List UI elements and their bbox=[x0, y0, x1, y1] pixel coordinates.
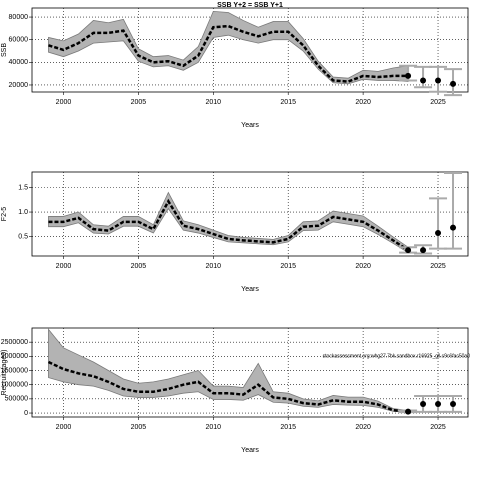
projection-point bbox=[435, 400, 442, 407]
y-tick-label: 40000 bbox=[9, 59, 29, 66]
x-axis-label: Years bbox=[241, 447, 259, 454]
y-tick-label: 500000 bbox=[5, 396, 28, 403]
y-tick-label: 1500000 bbox=[1, 367, 28, 374]
y-tick-label: 1000000 bbox=[1, 382, 28, 389]
y-tick-label: 0.5 bbox=[18, 233, 28, 240]
x-tick-label: 2025 bbox=[430, 424, 446, 431]
plot-frame bbox=[31, 7, 469, 93]
confidence-band bbox=[48, 10, 409, 85]
x-axis-label: Years bbox=[241, 122, 259, 129]
x-tick-label: 2015 bbox=[280, 263, 296, 270]
confidence-band bbox=[48, 191, 409, 254]
projection-point bbox=[420, 77, 427, 84]
x-tick-label: 2020 bbox=[355, 99, 371, 106]
confidence-band bbox=[48, 328, 409, 413]
x-tick-label: 2010 bbox=[206, 263, 222, 270]
projection-point bbox=[435, 77, 442, 84]
chart-title: SSB Y+2 = SSB Y+1 bbox=[217, 2, 283, 9]
projection-point bbox=[450, 400, 457, 407]
x-tick-label: 2025 bbox=[430, 99, 446, 106]
y-axis-label: SSB bbox=[1, 43, 8, 57]
y-tick-label: 1.5 bbox=[18, 184, 28, 191]
projection-point bbox=[420, 247, 427, 254]
projection-point bbox=[420, 400, 427, 407]
x-tick-label: 2015 bbox=[280, 424, 296, 431]
x-tick-label: 2000 bbox=[56, 424, 72, 431]
x-tick-label: 2025 bbox=[430, 263, 446, 270]
y-axis-label: F2-5 bbox=[1, 207, 8, 222]
y-tick-label: 2500000 bbox=[1, 339, 28, 346]
x-tick-label: 2010 bbox=[206, 99, 222, 106]
plot-frame bbox=[31, 171, 469, 257]
x-tick-label: 2005 bbox=[131, 424, 147, 431]
projection-point bbox=[405, 408, 412, 415]
x-tick-label: 2010 bbox=[206, 424, 222, 431]
y-axis-label: Recruits(age0) bbox=[1, 350, 8, 396]
x-tick-label: 2005 bbox=[131, 99, 147, 106]
projection-point bbox=[405, 72, 412, 79]
estimate-line bbox=[47, 360, 409, 413]
x-tick-label: 2020 bbox=[355, 424, 371, 431]
y-tick-label: 80000 bbox=[9, 14, 29, 21]
x-tick-label: 2020 bbox=[355, 263, 371, 270]
projection-point bbox=[450, 80, 457, 87]
projection-point bbox=[450, 224, 457, 231]
y-tick-label: 1.0 bbox=[18, 209, 28, 216]
y-tick-label: 0 bbox=[24, 410, 28, 417]
projection-point bbox=[435, 230, 442, 237]
x-tick-label: 2000 bbox=[56, 99, 72, 106]
x-tick-label: 2000 bbox=[56, 263, 72, 270]
plot-frame bbox=[31, 327, 469, 418]
y-tick-label: 60000 bbox=[9, 37, 29, 44]
x-axis-label: Years bbox=[241, 286, 259, 293]
annotation: stockassessment.org:whg27.7bk.sandbox.r1… bbox=[323, 353, 471, 359]
x-tick-label: 2015 bbox=[280, 99, 296, 106]
projection-point bbox=[405, 247, 412, 254]
x-tick-label: 2005 bbox=[131, 263, 147, 270]
y-tick-label: 20000 bbox=[9, 82, 29, 89]
y-tick-label: 2000000 bbox=[1, 353, 28, 360]
